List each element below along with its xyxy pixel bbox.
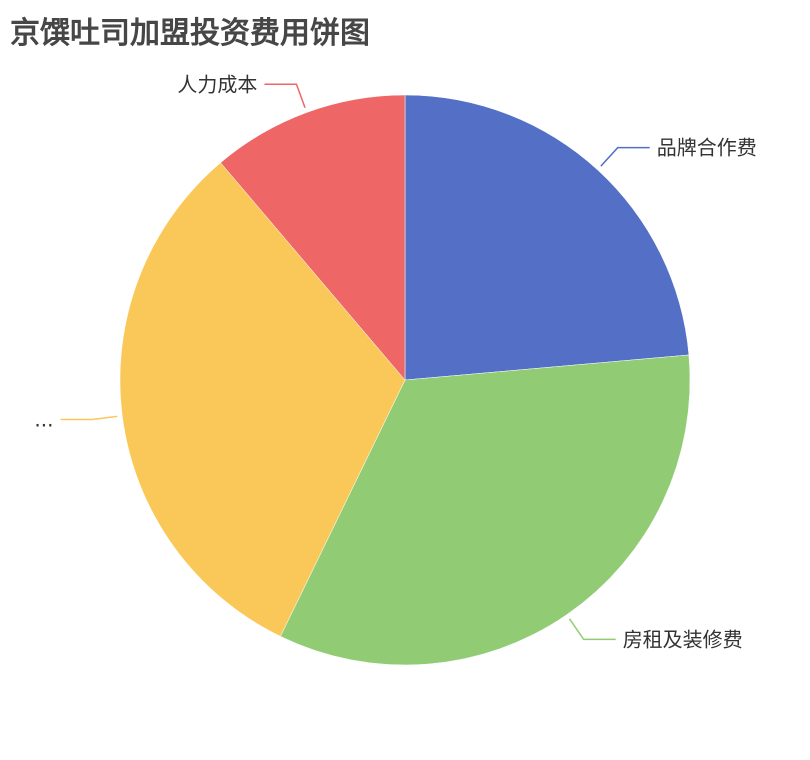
slice-label-0: 品牌合作费 xyxy=(657,136,757,160)
label-line-1 xyxy=(568,618,616,641)
slice-label-2: ... xyxy=(34,407,53,431)
pie-slice-0[interactable] xyxy=(404,94,690,381)
slice-label-3: 人力成本 xyxy=(177,72,257,96)
slice-label-1: 房租及装修费 xyxy=(623,627,743,651)
label-line-2 xyxy=(60,415,118,421)
pie-slice-1[interactable] xyxy=(280,354,691,666)
label-line-3 xyxy=(264,83,306,109)
pie-slice-2[interactable] xyxy=(119,162,406,637)
label-line-0 xyxy=(600,146,650,167)
chart-title: 京馔吐司加盟投资费用饼图 xyxy=(10,16,370,51)
pie-slice-3[interactable] xyxy=(220,94,406,381)
